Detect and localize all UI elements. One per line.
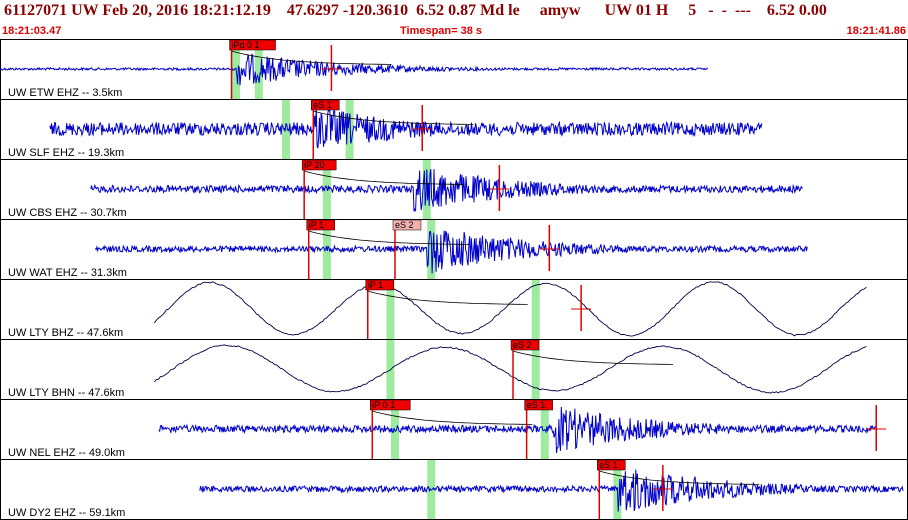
- waveform: [154, 344, 867, 394]
- time-window: [254, 40, 263, 99]
- pick-label: eS 2: [513, 340, 532, 350]
- waveform: [0, 53, 709, 86]
- time-window: [422, 160, 431, 219]
- trace-panel[interactable]: eS 2 UW LTY BHN -- 47.6km: [0, 339, 908, 400]
- station-label: UW NEL EHZ -- 49.0km: [8, 447, 125, 459]
- phase-pick[interactable]: eS 2: [510, 339, 540, 399]
- pick-label: eS 1: [599, 460, 618, 470]
- pick-box: [597, 459, 626, 471]
- station-label: UW CBS EHZ -- 30.7km: [8, 207, 127, 219]
- timespan-label: Timespan= 38 s: [400, 25, 483, 37]
- coda-curve: [372, 410, 533, 425]
- waveform: [199, 469, 904, 512]
- trace-panel[interactable]: eS 1 UW SLF EHZ -- 19.3km: [0, 99, 908, 160]
- event-header: 61127071 UW Feb 20, 2016 18:21:12.19 47.…: [0, 0, 908, 25]
- pick-label: eS 1: [313, 100, 332, 110]
- event-title: 61127071 UW Feb 20, 2016 18:21:12.19 47.…: [4, 2, 827, 19]
- time-window: [282, 100, 291, 159]
- station-label: UW SLF EHZ -- 19.3km: [8, 147, 124, 159]
- station-label: UW WAT EHZ -- 31.3km: [8, 267, 127, 279]
- coda-curve: [313, 110, 474, 125]
- phase-pick[interactable]: eS 1: [597, 459, 626, 519]
- coda-curve: [367, 290, 528, 305]
- waveform: [154, 281, 867, 337]
- phase-pick[interactable]: iP 0 1: [370, 399, 411, 459]
- pick-label: iP 0 1: [372, 400, 395, 410]
- coda-curve: [304, 170, 465, 185]
- phase-pick[interactable]: iP 20: [301, 159, 337, 219]
- station-label: UW ETW EHZ -- 3.5km: [8, 87, 122, 99]
- coda-curve: [308, 230, 469, 245]
- phase-pick[interactable]: eS 2: [392, 219, 422, 279]
- pick-label: eS 2: [395, 220, 414, 230]
- trace-panel[interactable]: iPd 0 1 UW ETW EHZ -- 3.5km: [0, 39, 908, 100]
- coda-curve: [599, 470, 760, 485]
- pick-box: [524, 399, 553, 411]
- trace-panel[interactable]: iP 0 1 eS 1 UW NEL EHZ -- 49.0km: [0, 399, 908, 460]
- time-bar: 18:21:03.47 Timespan= 38 s 18:21:41.86: [0, 25, 908, 39]
- trace-border: [0, 279, 908, 340]
- pick-box: [370, 399, 411, 411]
- pick-box: [365, 279, 394, 291]
- time-window: [386, 280, 395, 339]
- pick-label: iP 1: [368, 280, 383, 290]
- trace-panel[interactable]: iP 1 eS 2 UW WAT EHZ -- 31.3km: [0, 219, 908, 280]
- waveform: [49, 107, 763, 149]
- pick-box: [392, 219, 422, 231]
- station-label: UW LTY BHN -- 47.6km: [8, 387, 124, 399]
- time-window: [531, 340, 540, 399]
- time-window: [531, 280, 540, 339]
- station-label: UW LTY BHZ -- 47.6km: [8, 327, 123, 339]
- pick-label: iP 1: [309, 220, 324, 230]
- pick-box: [301, 159, 337, 171]
- station-label: UW DY2 EHZ -- 59.1km: [8, 507, 125, 519]
- phase-pick[interactable]: iP 1: [306, 219, 335, 279]
- waveform: [94, 230, 808, 274]
- pick-box: [510, 339, 540, 351]
- waveform: [90, 169, 803, 212]
- time-window: [345, 100, 354, 159]
- pick-box: [311, 99, 340, 111]
- phase-pick[interactable]: iP 1: [365, 279, 394, 339]
- trace-panel[interactable]: iP 1 UW LTY BHZ -- 47.6km: [0, 279, 908, 340]
- phase-pick[interactable]: eS 1: [311, 99, 340, 159]
- phase-pick[interactable]: iPd 0 1: [229, 39, 276, 99]
- pick-label: eS 1: [527, 400, 546, 410]
- start-time: 18:21:03.47: [2, 25, 62, 37]
- trace-panel[interactable]: iP 20 UW CBS EHZ -- 30.7km: [0, 159, 908, 220]
- pick-box: [306, 219, 335, 231]
- trace-panel[interactable]: eS 1 UW DY2 EHZ -- 59.1km: [0, 459, 908, 520]
- phase-pick[interactable]: eS 1: [524, 399, 553, 459]
- pick-label: iPd 0 1: [232, 40, 260, 50]
- coda-curve: [231, 50, 392, 65]
- coda-curve: [512, 350, 673, 365]
- pick-box: [229, 39, 276, 51]
- pick-label: iP 20: [304, 160, 324, 170]
- end-time: 18:21:41.86: [846, 25, 906, 37]
- waveform: [158, 406, 876, 454]
